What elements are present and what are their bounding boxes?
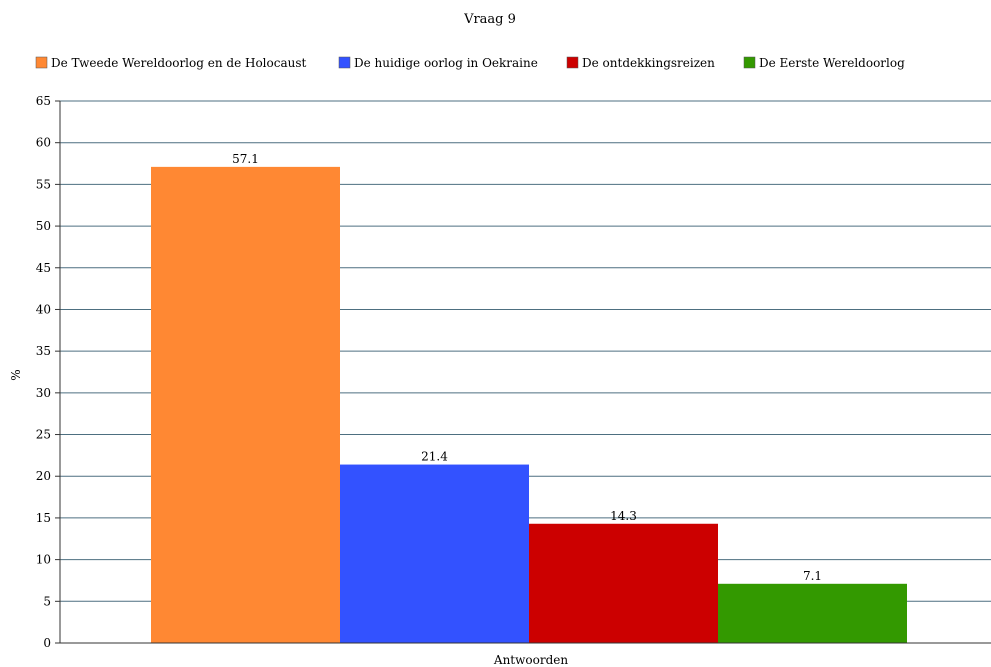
legend-swatch	[566, 56, 579, 69]
y-tick-label: 25	[36, 428, 51, 442]
legend-item: De Eerste Wereldoorlog	[743, 56, 905, 70]
bars	[151, 166, 907, 643]
y-tick-label: 60	[36, 136, 51, 150]
data-label: 57.1	[232, 152, 259, 166]
legend-item: De huidige oorlog in Oekraine	[338, 56, 538, 70]
x-axis-label: Antwoorden	[493, 653, 568, 667]
data-label: 7.1	[803, 569, 822, 583]
legend-label: De huidige oorlog in Oekraine	[354, 56, 538, 70]
bar	[151, 166, 340, 643]
bar	[529, 523, 718, 643]
y-tick-label: 30	[36, 386, 51, 400]
y-axis-label: %	[9, 369, 23, 380]
y-tick-label: 20	[36, 469, 51, 483]
y-tick-label: 35	[36, 344, 51, 358]
legend-swatch	[338, 56, 351, 69]
y-tick-label: 55	[36, 177, 51, 191]
y-tick-label: 50	[36, 219, 51, 233]
y-tick-label: 10	[36, 553, 51, 567]
y-tick-label: 0	[43, 636, 51, 650]
y-tick-label: 15	[36, 511, 51, 525]
legend-label: De ontdekkingsreizen	[582, 56, 715, 70]
y-tick-label: 65	[36, 94, 51, 108]
axes	[59, 101, 991, 644]
legend-swatch	[743, 56, 756, 69]
legend-swatch	[35, 56, 48, 69]
y-axis-ticks: 0 5 10 15 20 25 30 35 40 45 50 55 60 65	[36, 94, 60, 650]
legend-item: De ontdekkingsreizen	[566, 56, 715, 70]
y-tick-label: 40	[36, 302, 51, 316]
y-tick-label: 5	[43, 594, 51, 608]
legend-label: De Tweede Wereldoorlog en de Holocaust	[51, 56, 307, 70]
y-tick-label: 45	[36, 261, 51, 275]
legend: De Tweede Wereldoorlog en de Holocaust De…	[35, 56, 905, 70]
bar	[718, 583, 907, 643]
legend-item: De Tweede Wereldoorlog en de Holocaust	[35, 56, 307, 70]
bar	[340, 464, 529, 643]
chart-title: Vraag 9	[463, 12, 516, 27]
data-label: 14.3	[610, 509, 637, 523]
data-label: 21.4	[421, 450, 448, 464]
data-labels: 57.1 21.4 14.3 7.1	[232, 152, 822, 583]
legend-label: De Eerste Wereldoorlog	[759, 56, 905, 70]
